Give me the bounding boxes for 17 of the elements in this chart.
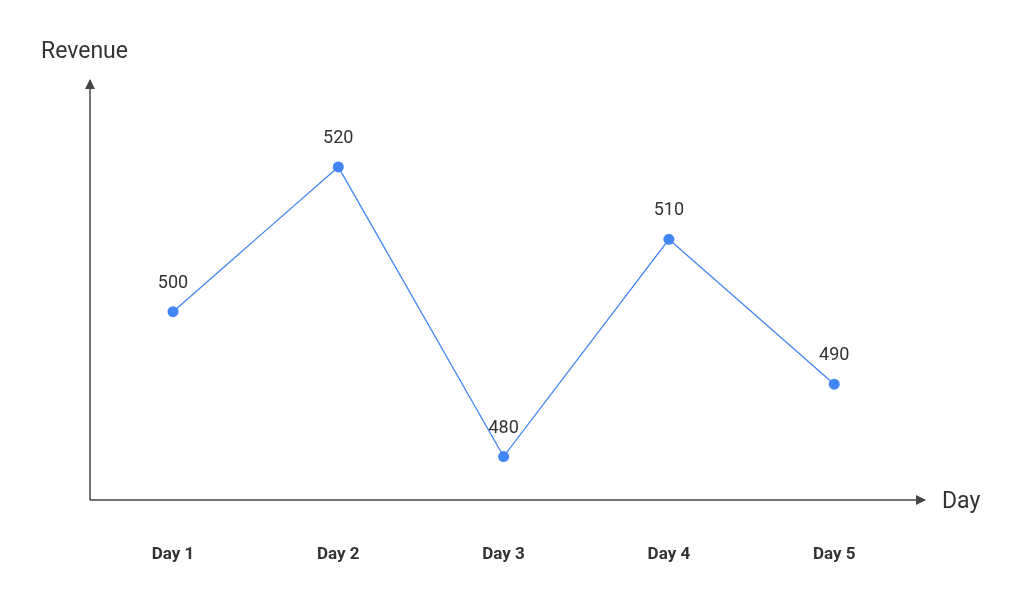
x-tick-label: Day 5: [812, 543, 856, 563]
data-label: 480: [488, 415, 519, 437]
x-axis-title: Day: [942, 487, 981, 514]
data-label: 500: [157, 270, 189, 292]
point: [332, 161, 344, 173]
point: [663, 233, 675, 245]
data-label: 520: [323, 125, 354, 147]
x-tick-label: Day 4: [647, 543, 691, 563]
y-axis-title: Revenue: [41, 37, 128, 64]
x-tick-label: Day 1: [151, 543, 195, 563]
point: [828, 378, 840, 390]
point: [167, 306, 179, 318]
data-label: 510: [653, 198, 685, 220]
point: [498, 451, 510, 463]
data-label: 490: [819, 343, 850, 365]
x-tick-label: Day 3: [482, 543, 525, 563]
x-tick-label: Day 2: [317, 543, 360, 563]
